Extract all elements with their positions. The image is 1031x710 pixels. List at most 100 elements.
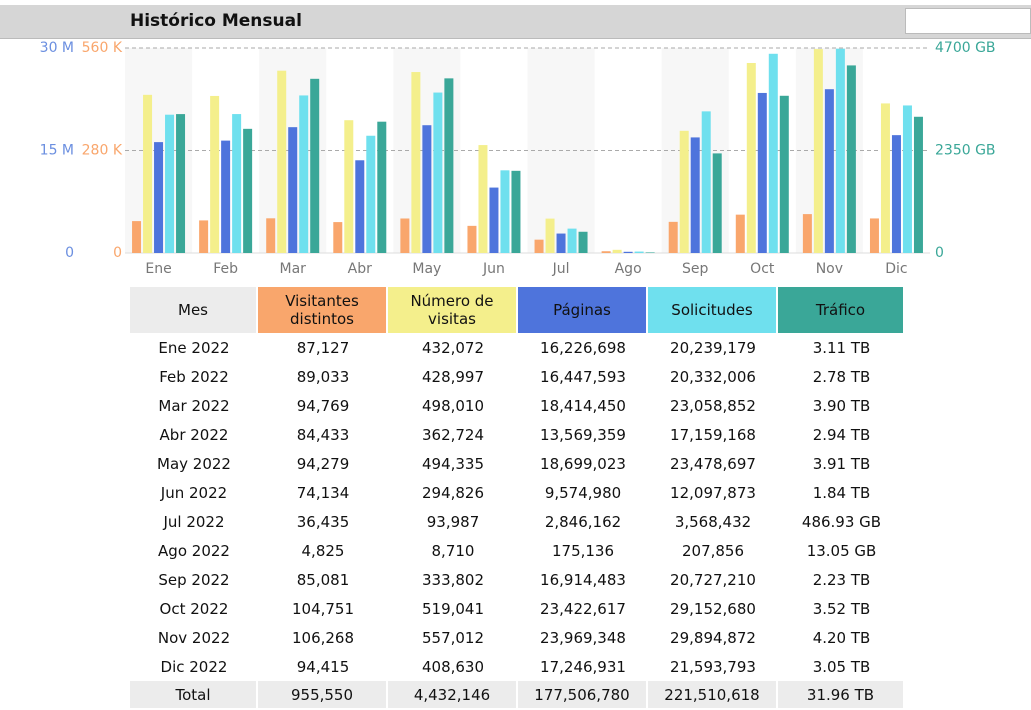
bar [132, 221, 142, 253]
bar [500, 170, 510, 253]
table-cell: Visitantes distintos [258, 287, 388, 333]
table-cell: 8,710 [431, 541, 475, 560]
x-tick-label: Mar [279, 261, 306, 277]
bar [411, 72, 421, 253]
bar [567, 228, 577, 253]
bar [779, 95, 789, 253]
table-cell: 2.78 TB [812, 367, 871, 386]
table-cell: 13,569,359 [540, 425, 626, 444]
table-cell: 94,415 [296, 657, 350, 676]
bar [243, 128, 253, 253]
table-cell: 498,010 [421, 396, 485, 415]
table-cell: 3,568,432 [674, 512, 752, 531]
table-cell: 3.05 TB [812, 657, 871, 676]
table-cell: 4.20 TB [812, 628, 871, 647]
x-tick-label: Nov [816, 261, 843, 277]
table-cell: 2.94 TB [812, 425, 871, 444]
bar [422, 125, 432, 253]
bar [210, 95, 220, 254]
bar [913, 116, 923, 253]
bar [813, 49, 823, 253]
table-cell: Jul 2022 [163, 512, 225, 531]
table-cell: Jun 2022 [160, 483, 228, 502]
bar [869, 218, 879, 253]
table-cell: Páginas [518, 287, 648, 333]
bar [824, 89, 834, 253]
table-cell: 4,825 [301, 541, 345, 560]
bar [143, 94, 153, 254]
bar [679, 130, 689, 253]
table-cell: 74,134 [296, 483, 350, 502]
table-cell: Mes [130, 287, 258, 333]
table-cell: 494,335 [421, 454, 485, 473]
bar [891, 135, 901, 253]
x-tick-label: Ene [145, 261, 171, 277]
table-cell: 16,447,593 [540, 367, 626, 386]
table-cell: 333,802 [421, 570, 485, 589]
y-tick-label: 15 M [40, 143, 74, 159]
y-tick-label: 4700 GB [935, 40, 996, 56]
table-cell: 21,593,793 [670, 657, 756, 676]
table-cell: 221,510,618 [648, 681, 778, 708]
table-cell: Solicitudes [648, 287, 778, 333]
bar [444, 78, 454, 253]
bar [645, 252, 655, 253]
bar [310, 78, 320, 253]
title-bar: Histórico Mensual [0, 5, 1031, 39]
section-title: Histórico Mensual [130, 11, 302, 31]
bar [578, 231, 588, 253]
search-box[interactable] [905, 8, 1031, 34]
table-cell: 408,630 [421, 657, 485, 676]
bar [355, 160, 365, 253]
table-cell: 9,574,980 [544, 483, 622, 502]
table-cell: 2.23 TB [812, 570, 871, 589]
bar [288, 127, 298, 253]
table-cell: Feb 2022 [159, 367, 229, 386]
bar [299, 95, 309, 253]
table-cell: 519,041 [421, 599, 485, 618]
bar [165, 114, 175, 253]
bar [835, 48, 845, 253]
table-cell: 94,769 [296, 396, 350, 415]
table-cell: 17,246,931 [540, 657, 626, 676]
table-cell: 4,432,146 [388, 681, 518, 708]
table-cell: Dic 2022 [160, 657, 228, 676]
x-tick-label: Jul [552, 261, 570, 277]
x-tick-label: Sep [682, 261, 709, 277]
table-cell: Ago 2022 [158, 541, 230, 560]
bar [232, 114, 242, 253]
bar [467, 225, 477, 253]
bar [534, 239, 544, 253]
table-cell: 12,097,873 [670, 483, 756, 502]
table-cell: 23,969,348 [540, 628, 626, 647]
table-cell: 36,435 [296, 512, 350, 531]
bar [266, 218, 276, 253]
table-cell: 16,914,483 [540, 570, 626, 589]
table-cell: 3.11 TB [812, 338, 871, 357]
table-cell: 3.52 TB [812, 599, 871, 618]
bar [400, 218, 410, 253]
table-cell: 3.90 TB [812, 396, 871, 415]
bar [511, 170, 521, 253]
table-cell: 93,987 [426, 512, 480, 531]
x-tick-label: Dic [885, 261, 907, 277]
table-cell: 432,072 [421, 338, 485, 357]
table-cell: Sep 2022 [158, 570, 230, 589]
table-cell: Oct 2022 [159, 599, 229, 618]
table-cell: 207,856 [681, 541, 745, 560]
bar [556, 233, 566, 253]
bar [802, 214, 812, 253]
bar [690, 137, 700, 253]
table-cell: 16,226,698 [540, 338, 626, 357]
bar [634, 251, 644, 253]
table-cell: 20,239,179 [670, 338, 756, 357]
bar [489, 187, 499, 253]
bar [735, 214, 745, 253]
x-tick-label: Feb [213, 261, 238, 277]
table-cell: Tráfico [778, 287, 905, 333]
y-tick-label: 280 K [82, 143, 123, 159]
table-cell: 2,846,162 [544, 512, 622, 531]
bar [712, 153, 722, 253]
table-cell: 23,478,697 [670, 454, 756, 473]
